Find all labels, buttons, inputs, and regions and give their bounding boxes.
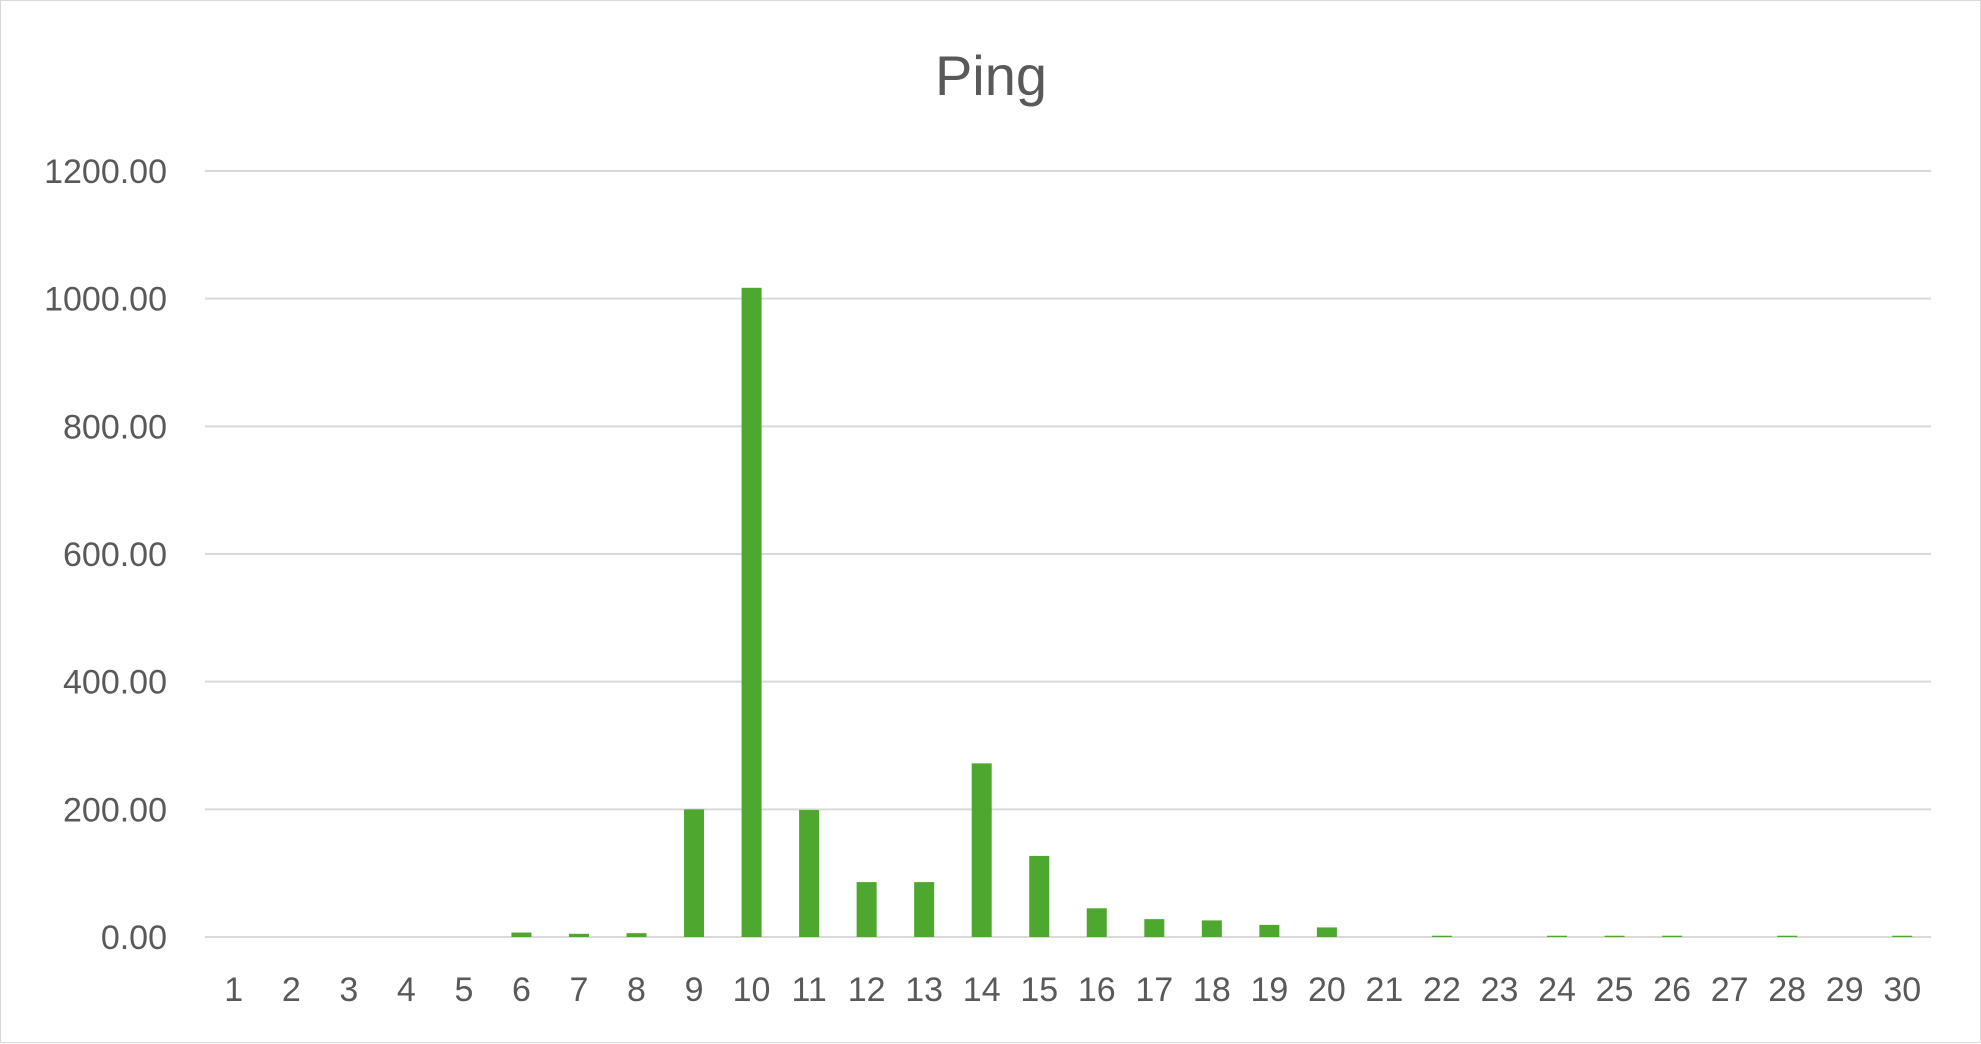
x-tick-label: 23 [1481, 971, 1519, 1009]
x-tick-label: 16 [1078, 971, 1116, 1009]
x-tick-label: 12 [848, 971, 886, 1009]
bar [1662, 935, 1683, 937]
bar [1201, 920, 1222, 937]
x-tick-label: 9 [685, 971, 704, 1009]
x-tick-label: 13 [905, 971, 943, 1009]
x-tick-label: 20 [1308, 971, 1346, 1009]
y-tick-label: 200.00 [63, 791, 167, 829]
bar [626, 933, 647, 937]
bar [1316, 927, 1337, 937]
x-tick-label: 30 [1883, 971, 1921, 1009]
x-tick-label: 8 [627, 971, 646, 1009]
x-tick-label: 22 [1423, 971, 1461, 1009]
x-tick-label: 7 [570, 971, 589, 1009]
bar [914, 882, 935, 937]
bar [1144, 919, 1165, 937]
x-tick-label: 19 [1250, 971, 1288, 1009]
x-tick-label: 29 [1826, 971, 1864, 1009]
x-tick-label: 2 [282, 971, 301, 1009]
x-axis-ticks: 1 2 3 4 5 6 7 8 9 10 11 12 13 14 15 16 17 18 19 20 21 22 23 24 2… [224, 971, 1921, 1009]
bar [1086, 908, 1107, 937]
x-tick-label: 26 [1653, 971, 1691, 1009]
y-tick-label: 0.00 [101, 919, 167, 957]
bar [1892, 935, 1913, 937]
y-tick-label: 1200.00 [44, 153, 167, 191]
bar [568, 933, 589, 937]
y-tick-label: 400.00 [63, 664, 167, 702]
x-tick-label: 28 [1768, 971, 1806, 1009]
x-tick-label: 27 [1711, 971, 1749, 1009]
x-tick-label: 14 [963, 971, 1001, 1009]
bar [1431, 935, 1452, 937]
x-tick-label: 3 [339, 971, 358, 1009]
bar [1029, 855, 1050, 937]
x-tick-label: 15 [1020, 971, 1058, 1009]
x-tick-label: 25 [1596, 971, 1634, 1009]
bar [971, 763, 992, 937]
bar [799, 809, 820, 937]
bar [741, 287, 762, 937]
bar [1547, 935, 1568, 937]
y-axis-ticks: 0.00 200.00 400.00 600.00 800.00 1000.00 1200.… [44, 153, 167, 957]
bar [511, 932, 532, 937]
y-tick-label: 600.00 [63, 536, 167, 574]
x-tick-label: 24 [1538, 971, 1576, 1009]
x-tick-label: 5 [454, 971, 473, 1009]
x-tick-label: 1 [224, 971, 243, 1009]
bar [856, 882, 877, 937]
gridlines [205, 170, 1931, 938]
x-tick-label: 4 [397, 971, 416, 1009]
bars [511, 287, 1913, 937]
bar [1777, 935, 1798, 937]
x-tick-label: 6 [512, 971, 531, 1009]
x-tick-label: 21 [1366, 971, 1404, 1009]
x-tick-label: 17 [1135, 971, 1173, 1009]
x-tick-label: 18 [1193, 971, 1231, 1009]
x-tick-label: 11 [791, 971, 826, 1009]
chart-title: Ping [935, 44, 1047, 107]
y-tick-label: 800.00 [63, 408, 167, 446]
x-tick-label: 10 [733, 971, 771, 1009]
bar [1604, 935, 1625, 937]
bar [1259, 924, 1280, 937]
bar [684, 809, 705, 937]
y-tick-label: 1000.00 [44, 281, 167, 319]
